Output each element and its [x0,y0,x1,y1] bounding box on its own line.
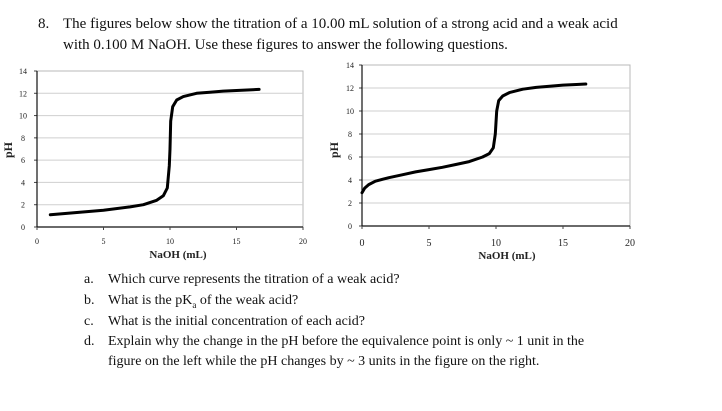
subquestion-b: b. What is the pKa of the weak acid? [84,293,298,310]
subquestion-text: What is the initial concentration of eac… [108,314,365,329]
y-tick-label: 4 [348,176,352,185]
y-tick-label: 12 [19,89,27,98]
y-tick-label: 10 [19,112,27,121]
x-tick-label: 10 [491,238,501,249]
subquestion-text: What is the pKa of the weak acid? [108,293,298,310]
y-tick-label: 0 [348,222,352,231]
x-tick-label: 15 [558,238,568,249]
subquestion-text: Explain why the change in the pH before … [108,334,585,349]
x-tick-label: 20 [625,238,635,249]
y-axis-title: pH [1,141,15,158]
subquestion-c: c. What is the initial concentration of e… [84,314,365,330]
y-tick-label: 14 [19,67,27,76]
x-tick-label: 0 [360,238,365,249]
question-text-line-2: with 0.100 M NaOH. Use these figures to … [63,37,508,53]
y-tick-label: 8 [21,134,25,143]
x-tick-label: 15 [233,237,241,246]
subquestion-letter: a. [84,272,94,287]
x-tick-label: 0 [35,237,39,246]
subquestion-letter: c. [84,314,94,329]
question-text-line-1: The figures below show the titration of … [63,16,618,32]
y-tick-label: 2 [348,199,352,208]
question-number: 8. [38,16,50,32]
y-tick-label: 12 [346,84,354,93]
x-tick-label: 10 [166,237,174,246]
subscript: a [192,299,197,310]
subquestion-d: d. Explain why the change in the pH befor… [84,334,584,350]
y-axis-title: pH [327,141,341,158]
subquestion-letter: b. [84,293,95,308]
titration-curve [360,82,588,195]
plot-frame [361,64,631,227]
y-tick-label: 6 [348,153,352,162]
x-axis-title: NaOH (mL) [149,249,206,261]
y-tick-label: 14 [346,61,354,70]
y-tick-label: 8 [348,130,352,139]
y-tick-label: 2 [21,201,25,210]
subquestion-text-part: of the weak acid? [196,293,299,308]
titration-curve [48,87,261,217]
x-tick-label: 20 [299,237,307,246]
subquestion-a: a. Which curve represents the titration o… [84,272,400,288]
x-tick-label: 5 [102,237,106,246]
x-axis-title: NaOH (mL) [478,250,535,262]
y-tick-label: 10 [346,107,354,116]
y-tick-label: 0 [21,223,25,232]
subquestion-text-part: What is the pK [108,293,193,308]
x-tick-label: 5 [427,238,432,249]
subquestion-text: Which curve represents the titration of … [108,272,400,287]
y-tick-label: 4 [21,178,25,187]
subquestion-d-continuation: figure on the left while the pH changes … [108,354,540,369]
subquestion-letter: d. [84,334,95,349]
y-tick-label: 6 [21,156,25,165]
